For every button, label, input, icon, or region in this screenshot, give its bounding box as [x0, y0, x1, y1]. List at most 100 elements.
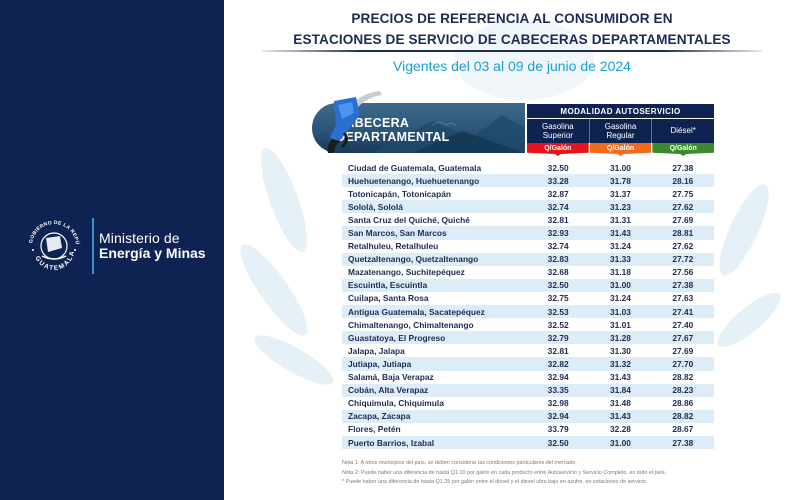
price-diesel: 28.81	[672, 228, 694, 239]
svg-text:GUATEMALA: GUATEMALA	[33, 249, 76, 272]
price-diesel: 27.69	[672, 214, 694, 225]
price-regular: 31.78	[610, 175, 631, 186]
price-regular: 32.28	[610, 424, 631, 435]
price-diesel: 28.82	[672, 411, 694, 422]
price-superior: 33.79	[547, 424, 569, 435]
price-superior: 32.50	[547, 280, 569, 291]
fuel-nozzle-icon	[327, 91, 382, 153]
price-diesel: 28.16	[672, 175, 694, 186]
price-superior: 32.52	[547, 319, 569, 330]
note-diesel: * Puede haber una diferencia de hasta Q1…	[342, 479, 648, 485]
table-row: Mazatenango, Suchitepéquez 32.68 31.18 27.5…	[342, 266, 714, 279]
cabecera-name: Jalapa, Jalapa	[348, 345, 405, 356]
price-regular: 31.33	[610, 254, 631, 265]
price-regular: 31.37	[610, 188, 631, 199]
price-diesel: 27.56	[672, 267, 694, 278]
price-superior: 32.83	[547, 254, 569, 265]
table-row: Cuilapa, Santa Rosa 32.75 31.24 27.63	[342, 292, 714, 305]
cabecera-name: Flores, Petén	[348, 424, 401, 435]
price-superior: 32.81	[547, 214, 569, 225]
price-regular: 31.00	[610, 280, 631, 291]
cabecera-name: Quetzaltenango, Quetzaltenango	[348, 254, 479, 265]
cabecera-name: Chimaltenango, Chimaltenango	[348, 319, 474, 330]
cabecera-name: Santa Cruz del Quiché, Quiché	[348, 214, 470, 225]
table-row: Zacapa, Zacapa 32.94 31.43 28.82	[342, 409, 714, 423]
cabecera-name: Escuintla, Escuintla	[348, 280, 428, 291]
price-regular: 31.18	[610, 267, 631, 278]
price-superior: 32.79	[547, 332, 569, 343]
price-sheet: PRECIOS DE REFERENCIA AL CONSUMIDOR EN E…	[224, 0, 800, 500]
price-table-body: Ciudad de Guatemala, Guatemala 32.50 31.00…	[342, 161, 714, 450]
price-diesel: 27.38	[672, 162, 694, 173]
price-regular: 31.31	[610, 214, 631, 225]
cabecera-name: San Marcos, San Marcos	[348, 228, 447, 239]
cabecera-name: Guastatoya, El Progreso	[348, 332, 446, 343]
table-row: Huehuetenango, Huehuetenango 33.28 31.78 28…	[342, 174, 714, 188]
mountains-icon	[372, 115, 525, 153]
table-row: Quetzaltenango, Quetzaltenango 32.83 31.33…	[342, 252, 714, 266]
price-regular: 31.32	[610, 358, 631, 369]
price-regular: 31.24	[610, 241, 631, 252]
page-title-line1: PRECIOS DE REFERENCIA AL CONSUMIDOR EN	[351, 11, 673, 26]
table-row: Escuintla, Escuintla 32.50 31.00 27.38	[342, 278, 714, 292]
guatemala-seal-icon: GOBIERNO DE LA REPÚBLICA GUATEMALA	[20, 210, 86, 278]
price-superior: 33.28	[547, 175, 569, 186]
price-superior: 32.68	[547, 267, 569, 278]
price-regular: 31.43	[610, 228, 631, 239]
price-superior: 32.98	[547, 398, 569, 409]
price-diesel: 28.86	[672, 398, 694, 409]
price-diesel: 28.82	[672, 372, 694, 383]
price-diesel: 27.72	[672, 254, 694, 265]
price-regular: 31.03	[610, 306, 631, 317]
cabecera-name: Cuilapa, Santa Rosa	[348, 293, 429, 304]
price-regular: 31.28	[610, 332, 631, 343]
unit-superior: Q/Galón	[527, 143, 589, 156]
table-row: Jalapa, Jalapa 32.81 31.30 27.69	[342, 344, 714, 357]
unit-regular: Q/Galón	[589, 143, 652, 156]
price-superior: 32.94	[547, 411, 569, 422]
cabecera-name: Ciudad de Guatemala, Guatemala	[348, 162, 482, 173]
cabecera-name: Totonicapán, Totonicapán	[348, 188, 451, 199]
table-row: Salamá, Baja Verapaz 32.94 31.43 28.82	[342, 371, 714, 384]
price-regular: 31.00	[610, 162, 631, 173]
price-diesel: 27.70	[672, 358, 694, 369]
table-row: Puerto Barrios, Izabal 32.50 31.00 27.38	[342, 435, 714, 450]
row-header-line2: DEPARTAMENTAL	[336, 130, 450, 144]
price-superior: 32.81	[547, 345, 569, 356]
cabecera-name: Mazatenango, Suchitepéquez	[348, 267, 465, 278]
cabecera-name: Puerto Barrios, Izabal	[348, 437, 435, 448]
table-row: Guastatoya, El Progreso 32.79 31.28 27.67	[342, 331, 714, 345]
ministry-panel: GOBIERNO DE LA REPÚBLICA GUATEMALA Minis…	[0, 0, 224, 500]
price-diesel: 27.38	[672, 437, 694, 448]
cabecera-name: Chiquimula, Chiquimula	[348, 398, 444, 409]
price-diesel: 27.38	[672, 280, 694, 291]
price-superior: 32.82	[547, 358, 569, 369]
price-regular: 31.23	[610, 201, 631, 212]
price-diesel: 27.75	[672, 188, 694, 199]
table-row: Antigua Guatemala, Sacatepéquez 32.53 31.0…	[342, 305, 714, 319]
cabecera-name: Huehuetenango, Huehuetenango	[348, 175, 480, 186]
cabecera-name: Jutiapa, Jutiapa	[348, 358, 412, 369]
price-diesel: 27.41	[672, 306, 694, 317]
unit-diesel: Q/Galón	[652, 143, 715, 156]
column-header-regular: Gasolina Regular	[588, 119, 652, 143]
validity-subtitle: Vigentes del 03 al 09 de junio de 2024	[393, 58, 631, 74]
table-row: Chiquimula, Chiquimula 32.98 31.48 28.86	[342, 397, 714, 410]
price-superior: 32.87	[547, 188, 569, 199]
price-diesel: 28.23	[672, 385, 694, 396]
table-row: San Marcos, San Marcos 32.93 31.43 28.81	[342, 226, 714, 240]
cabecera-name: Salamá, Baja Verapaz	[348, 372, 434, 383]
table-row: Cobán, Alta Verapaz 33.35 31.84 28.23	[342, 383, 714, 397]
price-diesel: 27.67	[672, 332, 694, 343]
price-regular: 31.30	[610, 345, 631, 356]
price-superior: 32.53	[547, 306, 569, 317]
cabecera-name: Zacapa, Zacapa	[348, 411, 411, 422]
ministry-line2: Energía y Minas	[99, 245, 206, 261]
price-superior: 32.50	[547, 162, 569, 173]
logo-divider	[92, 218, 94, 274]
price-superior: 32.74	[547, 241, 569, 252]
price-superior: 32.74	[547, 201, 569, 212]
footnotes: Nota 1: A otros municipios del país, se …	[342, 459, 666, 488]
group-header-modalidad: MODALIDAD AUTOSERVICIO	[527, 104, 714, 118]
price-regular: 31.00	[610, 437, 631, 448]
